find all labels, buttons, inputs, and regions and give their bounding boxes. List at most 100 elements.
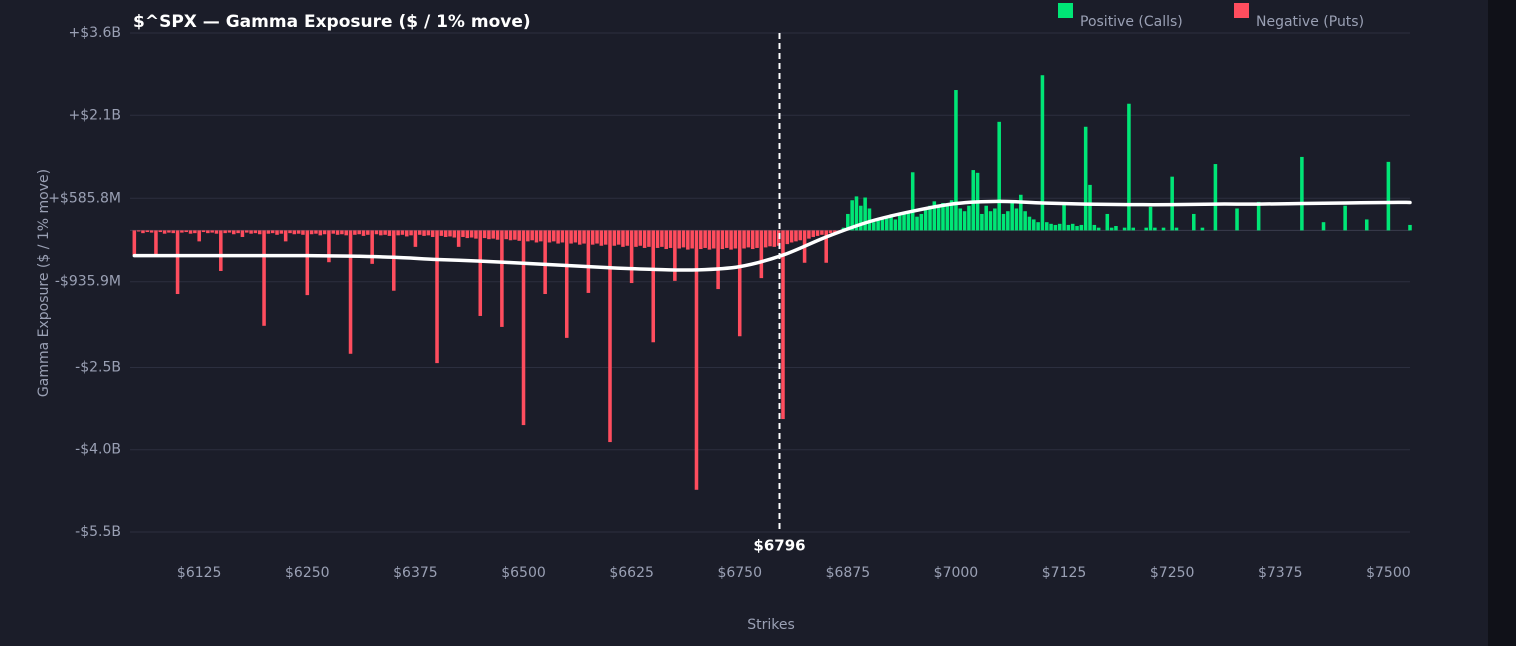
bar: [707, 230, 712, 250]
bar: [906, 211, 911, 231]
bar: [543, 230, 547, 295]
bar: [430, 230, 435, 237]
bar: [240, 230, 245, 237]
bar: [495, 230, 500, 240]
bar: [422, 230, 426, 236]
side-strip: [1488, 0, 1516, 646]
bar: [491, 230, 496, 239]
bar: [993, 208, 997, 231]
bar: [253, 230, 258, 234]
bar: [820, 230, 824, 235]
bar: [513, 230, 517, 240]
bar: [210, 230, 214, 233]
bar: [184, 230, 188, 233]
bar: [573, 230, 578, 243]
bar: [651, 230, 656, 343]
bar: [893, 219, 898, 231]
bar: [547, 230, 552, 243]
bar: [283, 230, 288, 242]
bar: [789, 230, 794, 243]
bar: [1127, 103, 1131, 231]
bar: [828, 230, 833, 234]
bar: [872, 222, 876, 231]
bar: [1066, 224, 1071, 231]
bar: [504, 230, 508, 240]
bar: [863, 197, 867, 231]
bar: [850, 200, 854, 231]
bar: [340, 230, 344, 235]
bar: [409, 230, 413, 236]
bar: [612, 230, 617, 246]
x-tick-label: $6500: [501, 565, 546, 581]
bar: [910, 172, 915, 231]
bar: [988, 211, 993, 231]
bar: [348, 230, 353, 354]
x-tick-label: $7125: [1042, 565, 1087, 581]
bar: [132, 230, 137, 256]
y-tick-label: -$935.9M: [55, 274, 121, 290]
bar: [361, 230, 366, 236]
bar: [521, 230, 526, 426]
x-tick-label: $6750: [717, 565, 762, 581]
x-tick-label: $6375: [393, 565, 438, 581]
x-tick-label: $6125: [177, 565, 222, 581]
bar: [958, 208, 963, 231]
bar: [677, 230, 681, 249]
overlay: $6796: [132, 33, 1412, 555]
bar: [967, 205, 971, 231]
bar: [374, 230, 379, 235]
y-tick-label: -$5.5B: [75, 524, 121, 540]
bar: [1148, 206, 1153, 231]
bar: [884, 218, 889, 231]
bar: [923, 208, 928, 231]
bar: [530, 230, 534, 241]
bar: [582, 230, 586, 244]
bar: [1092, 224, 1097, 231]
bar: [318, 230, 323, 236]
bar: [668, 230, 673, 248]
bar: [275, 230, 279, 235]
bar: [534, 230, 539, 243]
bar: [452, 230, 457, 238]
bar: [1256, 201, 1261, 231]
bar: [236, 230, 240, 234]
bar: [180, 230, 184, 233]
bar: [227, 230, 232, 233]
bar: [949, 200, 954, 231]
legend-swatch: [1234, 3, 1249, 18]
bar: [859, 205, 863, 231]
bar: [733, 230, 738, 249]
bar: [344, 230, 348, 236]
bar: [742, 230, 746, 249]
bar: [517, 230, 521, 241]
bar: [772, 230, 777, 247]
bar: [781, 230, 785, 420]
bar: [763, 230, 768, 248]
bar: [469, 230, 474, 238]
bar: [629, 230, 634, 284]
bar: [353, 230, 357, 235]
x-tick-label: $7000: [934, 565, 979, 581]
bar: [331, 230, 336, 234]
bar: [811, 230, 816, 237]
bar: [232, 230, 236, 235]
bar: [1075, 226, 1079, 231]
bar: [703, 230, 707, 248]
bar: [417, 230, 422, 235]
bar: [357, 230, 361, 235]
bar: [729, 230, 733, 250]
bar: [266, 230, 271, 234]
bar: [149, 230, 154, 233]
x-tick-label: $7500: [1366, 565, 1411, 581]
bar: [603, 230, 608, 245]
bar: [686, 230, 690, 250]
bar: [945, 204, 950, 231]
bar: [577, 230, 582, 245]
bar: [962, 211, 967, 231]
bar: [737, 230, 742, 337]
bar: [694, 230, 699, 490]
bar: [660, 230, 664, 247]
bar: [1023, 211, 1027, 231]
bar: [508, 230, 513, 241]
bar: [370, 230, 374, 264]
